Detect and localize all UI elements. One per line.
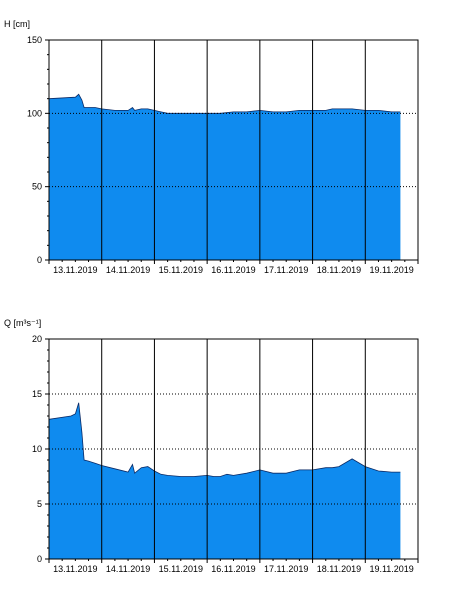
y-tick-label: 50 <box>32 182 42 192</box>
y-tick-label: 0 <box>37 255 42 265</box>
x-tick-label: 19.11.2019 <box>369 564 413 574</box>
x-tick-label: 14.11.2019 <box>106 564 150 574</box>
series-line <box>48 402 401 477</box>
y-tick-label: 0 <box>37 554 42 564</box>
y-axis-label: H [cm] <box>4 19 30 29</box>
x-tick-label: 13.11.2019 <box>53 265 97 275</box>
y-tick-label: 100 <box>27 108 42 118</box>
x-tick-label: 15.11.2019 <box>159 564 203 574</box>
plot-frame <box>48 39 419 261</box>
water-level-chart: 0 50 100 150 13.11.2019 14.11.2019 15.11.2019 1… <box>4 19 419 275</box>
discharge-chart: 0 5 10 15 20 13.11.2019 14.11.2019 15.11.2019 16… <box>4 318 419 574</box>
y-tick-label: 10 <box>32 444 42 454</box>
x-tick-label: 15.11.2019 <box>159 265 203 275</box>
x-tick-label: 19.11.2019 <box>369 265 413 275</box>
x-tick-label: 17.11.2019 <box>264 564 308 574</box>
x-tick-label: 16.11.2019 <box>211 265 255 275</box>
x-tick-label: 18.11.2019 <box>317 265 361 275</box>
y-tick-label: 5 <box>37 499 42 509</box>
x-tick-label: 18.11.2019 <box>317 564 361 574</box>
x-tick-label: 17.11.2019 <box>264 265 308 275</box>
y-tick-label: 20 <box>32 334 42 344</box>
y-tick-label: 150 <box>27 35 42 45</box>
y-axis-label: Q [m³s⁻¹] <box>4 318 41 328</box>
x-tick-label: 14.11.2019 <box>106 265 150 275</box>
plot-frame <box>48 338 419 560</box>
x-tick-label: 16.11.2019 <box>211 564 255 574</box>
x-tick-label: 13.11.2019 <box>53 564 97 574</box>
y-tick-label: 15 <box>32 389 42 399</box>
